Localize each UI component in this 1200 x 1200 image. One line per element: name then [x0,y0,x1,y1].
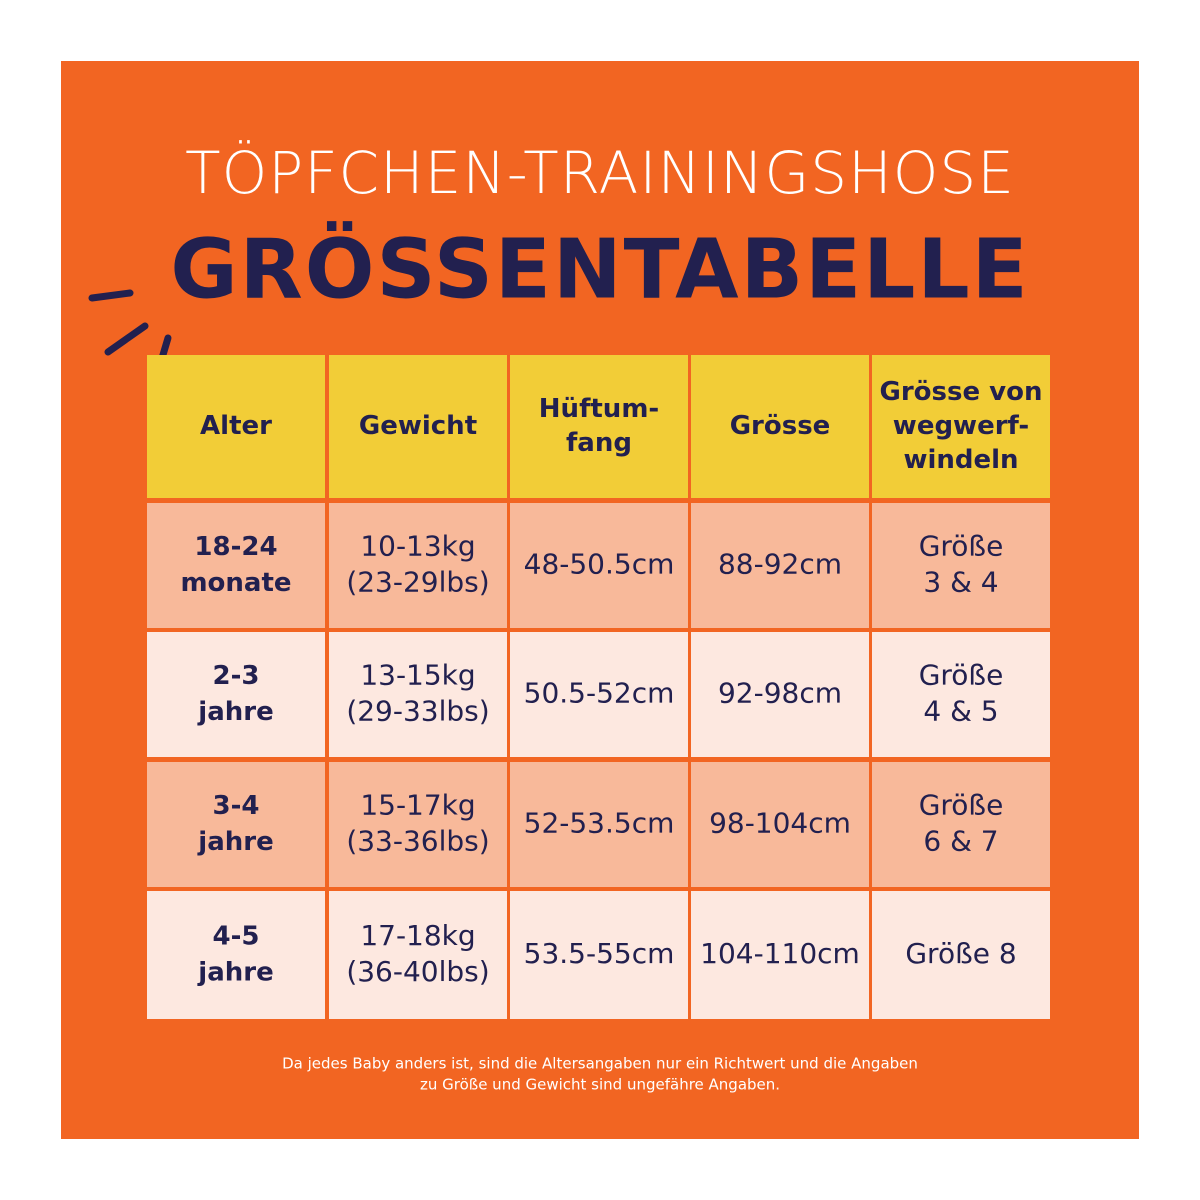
cell-text: 50.5-52cm [524,677,675,710]
table-cell [510,632,688,757]
cell-text: 2-3 [213,661,260,691]
table-cell [147,891,325,1019]
footnote-line: zu Größe und Gewicht sind ungefähre Anga… [420,1076,780,1094]
cell-text: (23-29lbs) [346,566,489,599]
header-text: wegwerf- [893,411,1029,441]
header-cell [691,355,869,498]
cell-text: 52-53.5cm [524,807,675,840]
table-cell [691,632,869,757]
header-text: Hüftum- [539,394,659,424]
title: GRÖSSENTABELLE [170,221,1029,317]
cell-text: (29-33lbs) [346,695,489,728]
cell-text: Größe [919,789,1004,822]
header-text: Alter [200,411,272,441]
cell-text: 92-98cm [718,677,842,710]
cell-text: jahre [197,827,273,857]
cell-text: 15-17kg [360,789,475,822]
table-cell [510,891,688,1019]
header-cell [510,355,688,498]
header-cell [329,355,507,498]
table-cell [329,503,507,628]
cell-text: (33-36lbs) [346,825,489,858]
cell-text: monate [180,568,291,598]
cell-text: Größe 8 [905,937,1016,970]
table-cell [329,762,507,887]
table-cell [147,762,325,887]
cell-text: 3-4 [213,791,260,821]
header-text: fang [566,428,632,458]
cell-text: 88-92cm [718,548,842,581]
header-cell [147,355,325,498]
header-text: Grösse [730,411,831,441]
table: Alter Gewicht Hüftum-fang Grösse Grösse von w… [147,355,1050,1019]
cell-text: 98-104cm [709,807,851,840]
header-text: windeln [903,445,1018,475]
cell-text: 13-15kg [360,659,475,692]
table-cell [147,632,325,757]
cell-text: jahre [197,697,273,727]
footnote-line: Da jedes Baby anders ist, sind die Alter… [282,1055,918,1073]
table-cell [329,632,507,757]
table-cell [691,762,869,887]
header-text: Gewicht [359,411,477,441]
cell-text: 18-24 [194,532,277,562]
cell-text: 6 & 7 [923,825,998,858]
table-cell [872,891,1050,1019]
cell-text: (36-40lbs) [346,955,489,988]
cell-text: 3 & 4 [923,566,998,599]
table-cell [510,762,688,887]
table-cell [691,503,869,628]
table-cell [691,891,869,1019]
cell-text: 17-18kg [360,919,475,952]
cell-text: 48-50.5cm [524,548,675,581]
table-cell [872,762,1050,887]
cell-text: 4 & 5 [923,695,998,728]
table-cell [510,503,688,628]
cell-text: Größe [919,530,1004,563]
cell-text: 53.5-55cm [524,937,675,970]
table-cell [329,891,507,1019]
header-cell [872,355,1050,498]
cell-text: Größe [919,659,1004,692]
cell-text: 10-13kg [360,530,475,563]
cell-text: 4-5 [213,922,260,952]
table-cell [147,503,325,628]
cell-text: jahre [197,958,273,988]
cell-text: 104-110cm [700,937,860,970]
header-text: Grösse von [880,377,1043,407]
table-cell [872,503,1050,628]
table-cell [872,632,1050,757]
subtitle: TÖPFCHEN-TRAININGSHOSE [185,139,1015,207]
